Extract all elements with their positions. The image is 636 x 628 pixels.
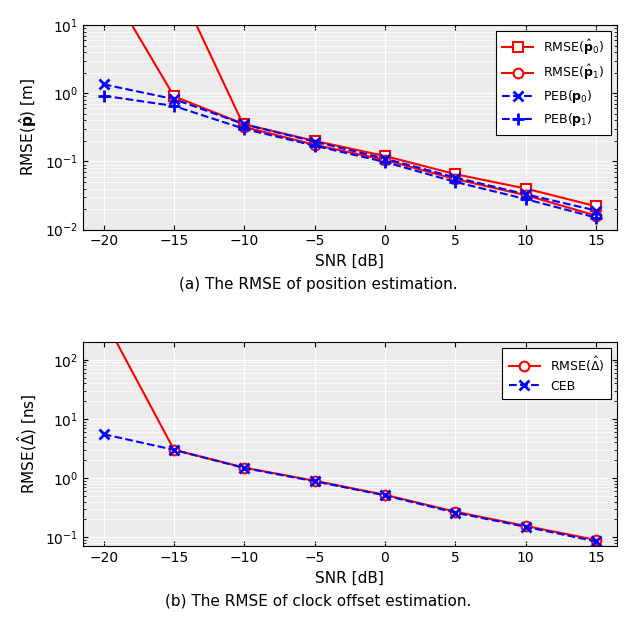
PEB($\mathbf{p}_0$) [592,207,600,214]
PEB($\mathbf{p}_0$) [381,155,389,163]
RMSE($\hat{\mathbf{p}}_0$) [381,152,389,160]
PEB($\mathbf{p}_1$) [100,92,107,99]
PEB($\mathbf{p}_1$) [452,178,459,186]
CEB [592,538,600,545]
RMSE($\hat{\mathbf{p}}_1$) [522,192,529,199]
Text: (b) The RMSE of clock offset estimation.: (b) The RMSE of clock offset estimation. [165,593,471,609]
PEB($\mathbf{p}_1$) [522,195,529,203]
PEB($\mathbf{p}_1$) [381,158,389,166]
PEB($\mathbf{p}_1$) [240,125,248,133]
Line: CEB: CEB [99,430,600,546]
RMSE($\hat{\mathbf{p}}_1$) [311,141,319,149]
PEB($\mathbf{p}_1$) [170,102,178,110]
PEB($\mathbf{p}_0$) [170,95,178,103]
Line: PEB($\mathbf{p}_0$): PEB($\mathbf{p}_0$) [99,80,600,215]
RMSE($\hat{\Delta}$) [240,464,248,472]
RMSE($\hat{\mathbf{p}}_1$) [381,156,389,164]
RMSE($\hat{\mathbf{p}}_0$) [592,202,600,210]
RMSE($\hat{\Delta}$) [452,508,459,516]
PEB($\mathbf{p}_0$) [522,190,529,198]
CEB [240,464,248,472]
X-axis label: SNR [dB]: SNR [dB] [315,254,384,269]
RMSE($\hat{\Delta}$) [522,522,529,529]
PEB($\mathbf{p}_1$) [311,142,319,149]
RMSE($\hat{\mathbf{p}}_0$) [452,170,459,178]
Y-axis label: RMSE($\hat{\mathbf{p}}$) [m]: RMSE($\hat{\mathbf{p}}$) [m] [17,78,39,176]
Line: PEB($\mathbf{p}_1$): PEB($\mathbf{p}_1$) [97,89,602,224]
RMSE($\hat{\mathbf{p}}_0$) [522,185,529,192]
RMSE($\hat{\mathbf{p}}_1$) [240,123,248,131]
CEB [381,492,389,499]
CEB [170,446,178,453]
Line: RMSE($\hat{\Delta}$): RMSE($\hat{\Delta}$) [169,445,600,544]
RMSE($\hat{\Delta}$) [381,491,389,499]
Legend: RMSE($\hat{\Delta}$), CEB: RMSE($\hat{\Delta}$), CEB [502,348,611,399]
CEB [311,477,319,485]
Line: RMSE($\hat{\mathbf{p}}_0$): RMSE($\hat{\mathbf{p}}_0$) [169,92,600,211]
RMSE($\hat{\mathbf{p}}_0$) [170,92,178,100]
RMSE($\hat{\mathbf{p}}_1$) [452,175,459,183]
RMSE($\hat{\Delta}$) [311,477,319,485]
PEB($\mathbf{p}_0$) [100,80,107,88]
PEB($\mathbf{p}_0$) [311,138,319,146]
RMSE($\hat{\Delta}$) [170,446,178,453]
RMSE($\hat{\mathbf{p}}_0$) [311,137,319,144]
PEB($\mathbf{p}_1$) [592,214,600,221]
RMSE($\hat{\Delta}$) [592,536,600,544]
RMSE($\hat{\mathbf{p}}_0$) [240,121,248,128]
Legend: RMSE($\hat{\mathbf{p}}_0$), RMSE($\hat{\mathbf{p}}_1$), PEB($\mathbf{p}_0$), PEB: RMSE($\hat{\mathbf{p}}_0$), RMSE($\hat{\… [496,31,611,135]
CEB [522,523,529,531]
RMSE($\hat{\mathbf{p}}_1$) [592,212,600,219]
X-axis label: SNR [dB]: SNR [dB] [315,571,384,586]
PEB($\mathbf{p}_0$) [240,121,248,128]
PEB($\mathbf{p}_0$) [452,174,459,181]
Y-axis label: RMSE($\hat{\Delta}$) [ns]: RMSE($\hat{\Delta}$) [ns] [15,394,39,494]
Line: RMSE($\hat{\mathbf{p}}_1$): RMSE($\hat{\mathbf{p}}_1$) [240,122,600,220]
Text: (a) The RMSE of position estimation.: (a) The RMSE of position estimation. [179,276,457,291]
CEB [100,430,107,438]
CEB [452,509,459,516]
